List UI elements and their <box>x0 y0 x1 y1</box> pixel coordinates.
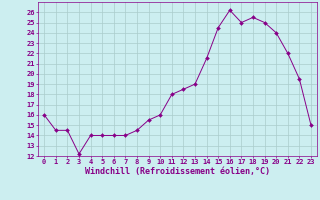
X-axis label: Windchill (Refroidissement éolien,°C): Windchill (Refroidissement éolien,°C) <box>85 167 270 176</box>
